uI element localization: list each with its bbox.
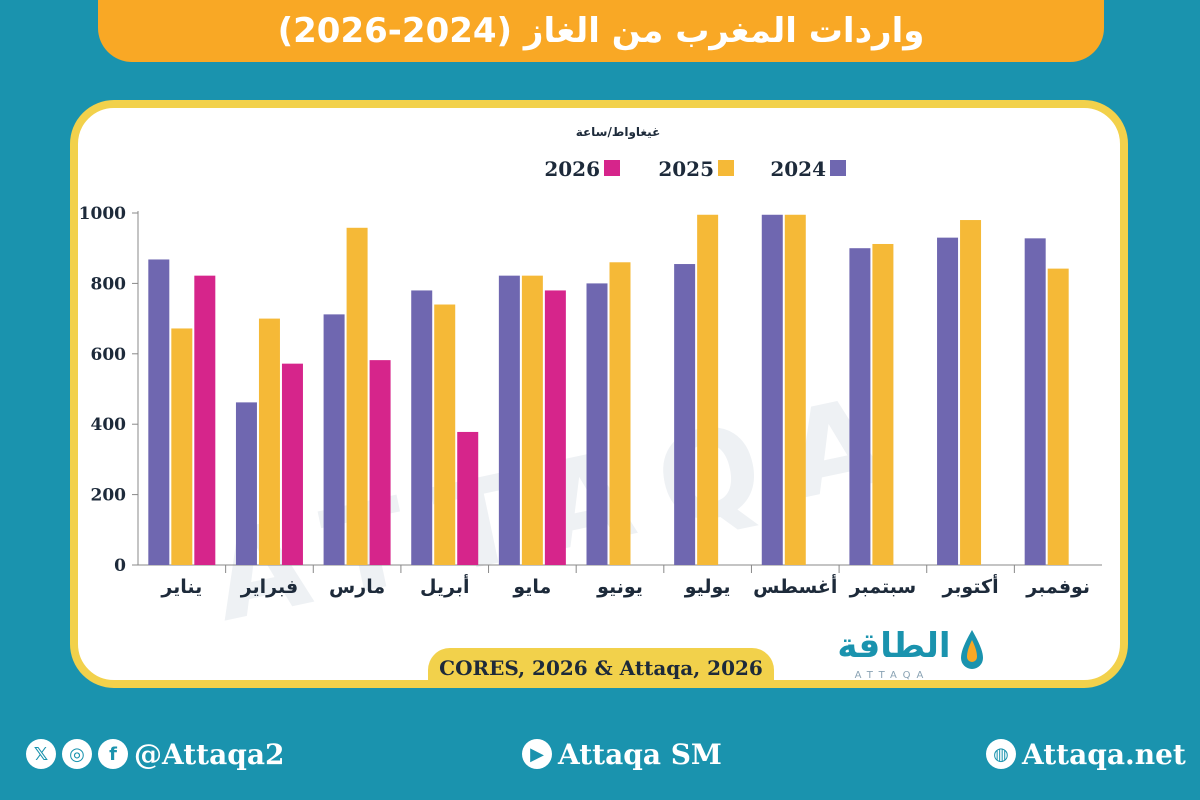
chart-card: ATTAQA 0 200 400 600 800 1000 يناير فبراير مارس أ… [70,100,1128,688]
bar-2025 [697,214,719,565]
bar-2025 [434,304,456,565]
legend-label-2026: 2026 [544,157,600,181]
source-label: CORES, 2026 & Attaqa, 2026 [428,648,774,688]
social-links: 𝕏 ◎ f @Attaqa2 [26,732,284,776]
website-url[interactable]: Attaqa.net [1022,737,1186,771]
social-handle[interactable]: @Attaqa2 [134,737,285,771]
instagram-icon[interactable]: ◎ [62,739,92,769]
youtube-icon[interactable]: ▶ [522,739,552,769]
bar-2024 [937,237,959,565]
y-tick-label: 0 [114,556,126,576]
y-tick-label: 200 [91,486,127,506]
attaqa-logo: الطاقة ATTAQA [824,626,984,686]
bar-2025 [872,243,894,565]
x-tick-label: يوليو [684,576,731,598]
x-tick-label: مارس [329,576,385,598]
legend-label-2024: 2024 [770,157,826,181]
bar-2025 [346,227,368,565]
bar-2025 [258,318,280,565]
page-title: واردات المغرب من الغاز (2024-2026) [277,11,925,51]
legend-swatch-2026 [604,160,620,176]
bar-2024 [674,264,696,565]
y-tick-label: 1000 [79,204,126,224]
bar-2025 [521,275,543,565]
x-icon[interactable]: 𝕏 [26,739,56,769]
bar-2026 [369,360,391,565]
x-tick-label: مايو [512,576,551,598]
legend-swatch-2024 [830,160,846,176]
bar-2024 [235,402,257,565]
y-tick-label: 400 [91,415,127,435]
youtube-handle[interactable]: Attaqa SM [558,737,722,771]
x-tick-label: سبتمبر [849,576,917,598]
x-tick-label: أغسطس [753,574,837,598]
bar-2025 [609,262,631,565]
title-bar: واردات المغرب من الغاز (2024-2026) [98,0,1104,62]
logo-text: الطاقة [837,626,951,666]
x-tick-label: نوفمبر [1025,576,1090,598]
bar-2025 [171,328,193,565]
bar-2024 [1024,238,1046,565]
bar-2026 [544,290,566,565]
legend-swatch-2025 [718,160,734,176]
y-tick-label: 800 [91,274,127,294]
bar-2025 [960,220,982,565]
x-tick-label: يونيو [596,576,643,598]
x-tick-label: فبراير [240,576,298,598]
bar-2024 [411,290,433,565]
website-link: ◍ Attaqa.net [986,732,1186,776]
x-tick-label: يناير [160,576,202,598]
bar-2026 [457,431,479,565]
bar-2025 [1047,268,1069,565]
globe-icon[interactable]: ◍ [986,739,1016,769]
facebook-icon[interactable]: f [98,739,128,769]
logo-subtext: ATTAQA [854,670,930,681]
bar-2024 [498,275,520,565]
bar-2024 [849,248,871,565]
x-tick-label: أكتوبر [941,574,998,598]
unit-label: غيغاواط/ساعة [576,125,661,140]
bar-2024 [761,214,783,565]
bar-2024 [148,259,170,565]
youtube-link: ▶ Attaqa SM [522,732,722,776]
bar-2024 [586,283,608,565]
legend-label-2025: 2025 [658,157,714,181]
drop-icon [961,630,983,669]
bar-chart: 0 200 400 600 800 1000 يناير فبراير مارس أبريل ماي… [79,125,1102,598]
bar-2026 [281,363,303,565]
y-tick-label: 600 [91,345,127,365]
x-tick-label: أبريل [420,574,470,598]
bar-2024 [323,314,345,565]
bar-2025 [784,214,806,565]
bar-2026 [194,275,216,565]
